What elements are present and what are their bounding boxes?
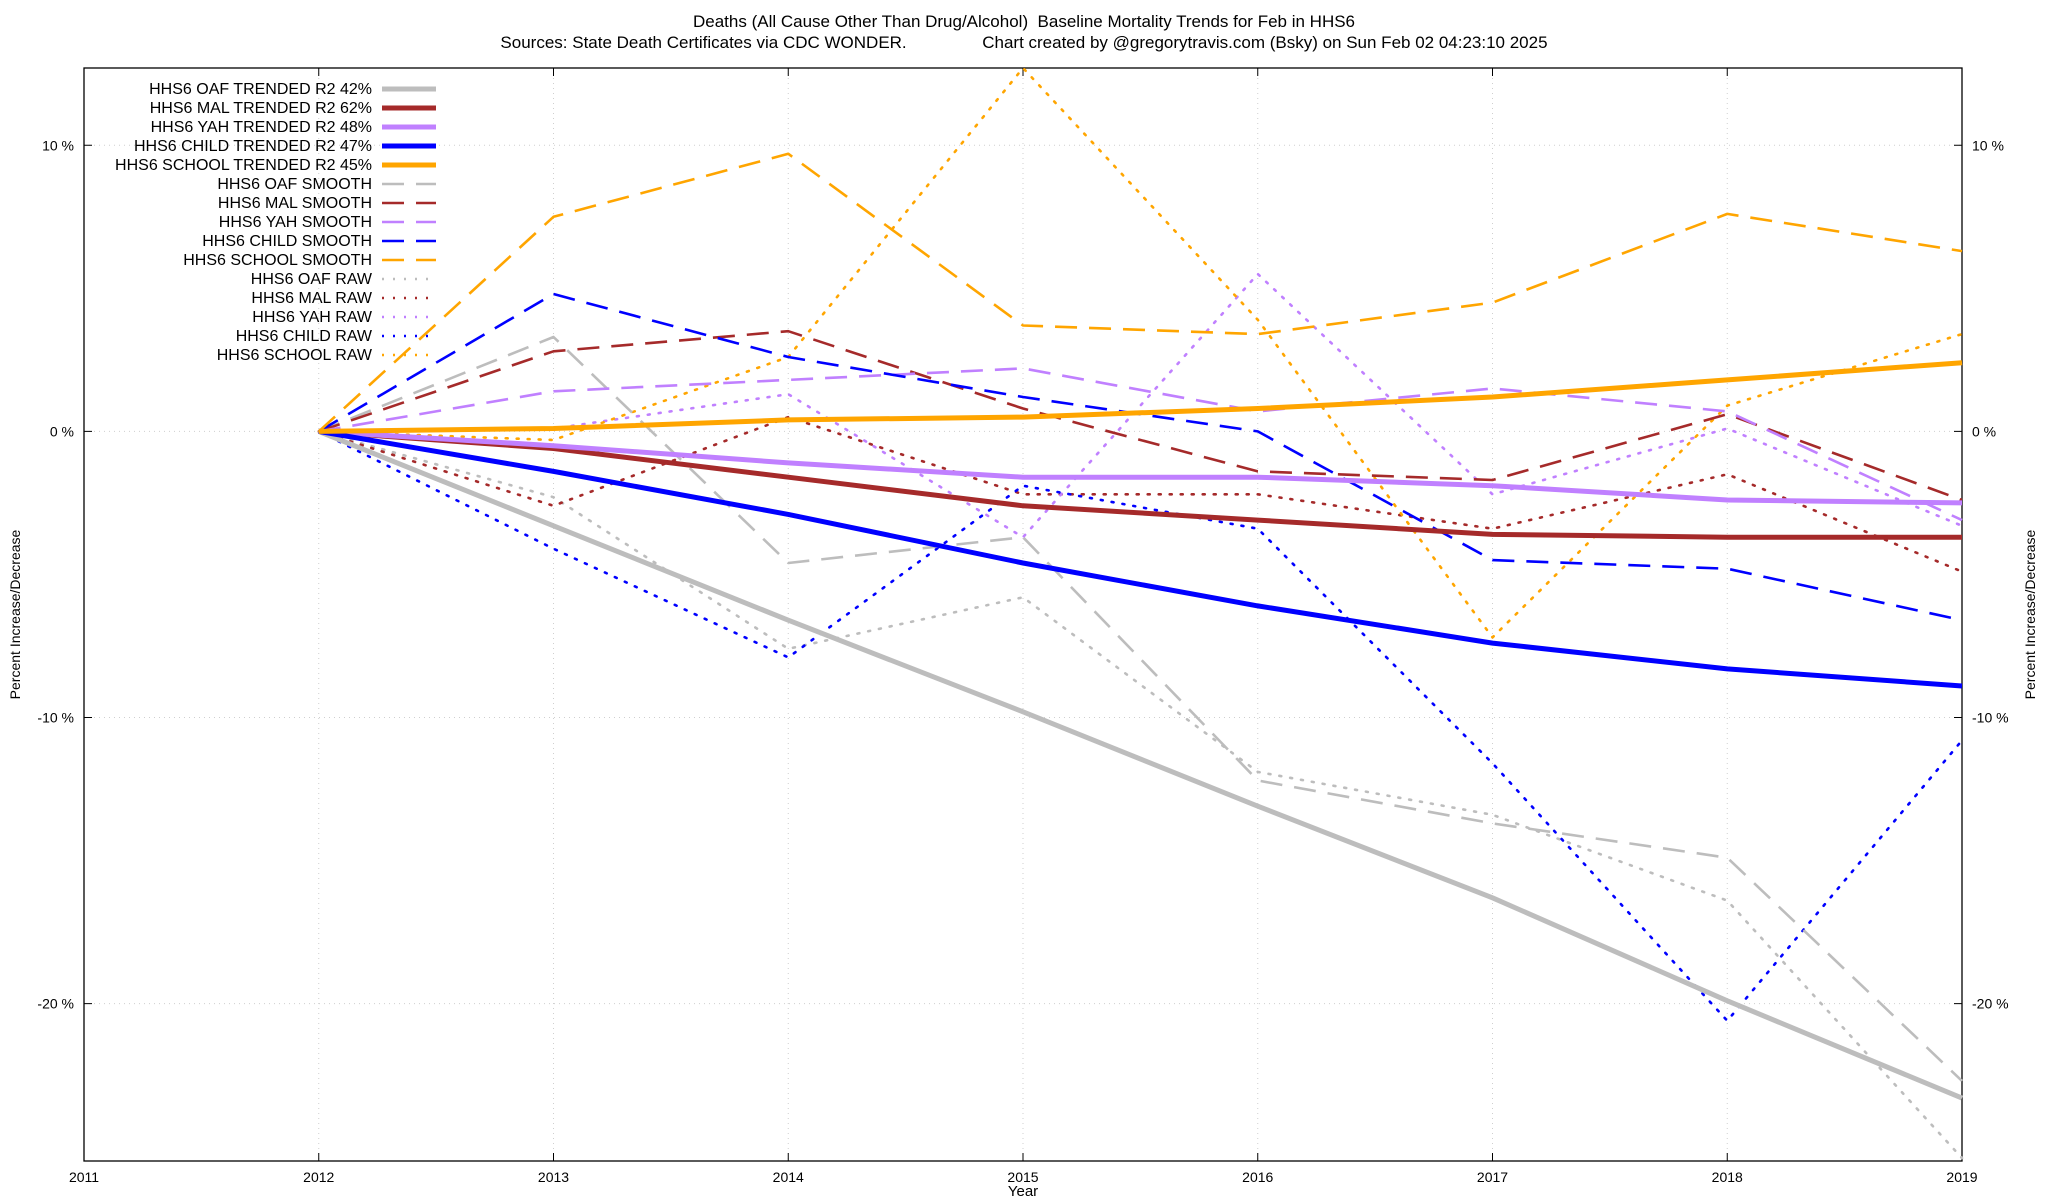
series-line-hhs6-yah-raw (317, 272, 1964, 539)
x-axis-label: Year (1008, 1183, 1038, 1200)
grid-lines (83, 68, 1963, 1161)
legend-label: HHS6 CHILD TRENDED R2 47% (134, 138, 372, 155)
y-tick-label: 0 % (50, 423, 74, 439)
x-tick-label: 2016 (1242, 1169, 1273, 1185)
x-tick-label: 2018 (1712, 1169, 1743, 1185)
legend-label: HHS6 CHILD SMOOTH (202, 233, 372, 250)
legend-label: HHS6 MAL RAW (251, 290, 373, 307)
x-tick-label: 2019 (1946, 1169, 1977, 1185)
x-tick-label: 2013 (538, 1169, 569, 1185)
series-line-hhs6-yah-trended-r2-48 (318, 428, 1963, 506)
legend-label: HHS6 OAF SMOOTH (217, 176, 372, 193)
legend-label: HHS6 OAF TRENDED R2 42% (149, 81, 372, 98)
y2-tick-label: 10 % (1972, 137, 2004, 153)
legend-label: HHS6 CHILD RAW (236, 328, 373, 345)
series-line-hhs6-child-smooth (318, 292, 1963, 622)
legend-label: HHS6 SCHOOL SMOOTH (183, 252, 372, 269)
series-line-hhs6-yah-smooth (318, 367, 1963, 522)
y2-tick-label: -20 % (1972, 996, 2009, 1012)
series-line-hhs6-school-trended-r2-45 (318, 360, 1963, 434)
legend-label: HHS6 SCHOOL TRENDED R2 45% (115, 157, 372, 174)
x-tick-label: 2011 (69, 1169, 99, 1185)
legend-label: HHS6 MAL SMOOTH (218, 195, 372, 212)
y2-tick-label: -10 % (1972, 710, 2009, 726)
series-line-hhs6-oaf-smooth (318, 335, 1963, 1082)
series-line-hhs6-mal-raw (317, 415, 1964, 573)
chart-title: Deaths (All Cause Other Than Drug/Alcoho… (692, 12, 1356, 31)
y-tick-label: -10 % (37, 710, 74, 726)
legend-label: HHS6 YAH SMOOTH (219, 214, 372, 231)
series-line-hhs6-oaf-raw (317, 430, 1964, 1160)
x-tick-label: 2012 (303, 1169, 334, 1185)
legend-label: HHS6 YAH TRENDED R2 48% (151, 119, 372, 136)
y-tick-label: 10 % (42, 137, 74, 153)
y-tick-label: -20 % (37, 996, 74, 1012)
y-axis-label: Percent Increase/Decrease (7, 529, 23, 699)
series-line-hhs6-school-raw (317, 66, 1964, 639)
chart-subtitle: Sources: State Death Certificates via CD… (500, 33, 1548, 52)
legend-label: HHS6 MAL TRENDED R2 62% (150, 100, 372, 117)
legend-label: HHS6 YAH RAW (252, 309, 373, 326)
x-tick-label: 2015 (1007, 1169, 1038, 1185)
series-line-hhs6-oaf-trended-r2-42 (317, 429, 1963, 1101)
series-line-hhs6-mal-trended-r2-62 (318, 428, 1962, 540)
legend-label: HHS6 SCHOOL RAW (217, 347, 373, 364)
series-line-hhs6-mal-smooth (318, 329, 1963, 502)
legend-label: HHS6 OAF RAW (251, 271, 373, 288)
plot-frame (83, 67, 1963, 1162)
x-tick-label: 2017 (1477, 1169, 1508, 1185)
x-tick-label: 2014 (773, 1169, 804, 1185)
series-line-hhs6-child-raw (317, 430, 1964, 1023)
y2-axis-label: Percent Increase/Decrease (2022, 529, 2038, 699)
axis-ticks: 2011 2012 2013 2014 2015 2016 2017 2018 2019 -20 … (37, 68, 2009, 1185)
series-line-hhs6-child-trended-r2-47 (318, 428, 1963, 689)
series-lines (317, 66, 1964, 1160)
y2-tick-label: 0 % (1972, 423, 1996, 439)
legend: HHS6 OAF TRENDED R2 42% HHS6 MAL TRENDED … (115, 81, 436, 364)
series-line-hhs6-school-smooth (317, 152, 1963, 433)
